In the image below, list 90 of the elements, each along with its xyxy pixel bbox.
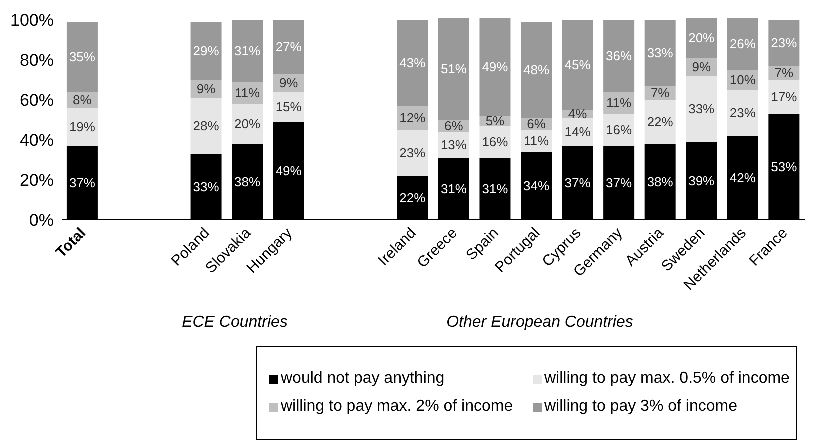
data-label: 31% bbox=[234, 44, 262, 59]
bar bbox=[686, 76, 718, 142]
data-label: 31% bbox=[440, 182, 468, 197]
y-tick-label: 60% bbox=[20, 91, 54, 110]
data-label: 35% bbox=[69, 50, 96, 65]
data-label: 48% bbox=[523, 62, 550, 78]
data-label: 33% bbox=[193, 180, 220, 195]
data-label: 11% bbox=[606, 96, 632, 111]
bar bbox=[397, 130, 428, 176]
bar bbox=[66, 108, 98, 146]
data-label: 23% bbox=[730, 106, 756, 121]
data-label: 23% bbox=[771, 36, 798, 51]
bar bbox=[644, 100, 676, 144]
data-label: 31% bbox=[482, 182, 509, 197]
data-label: 37% bbox=[606, 176, 633, 191]
data-label: 9% bbox=[279, 76, 299, 91]
data-label: 38% bbox=[647, 174, 674, 190]
legend-label: would not pay anything bbox=[281, 370, 445, 388]
text: Other European Countries bbox=[446, 314, 634, 332]
data-label: 37% bbox=[564, 176, 592, 191]
data-label: 9% bbox=[196, 82, 216, 97]
data-label: 49% bbox=[482, 60, 509, 75]
bar bbox=[273, 20, 304, 74]
data-label: 22% bbox=[400, 190, 426, 206]
data-label: 16% bbox=[482, 134, 509, 150]
data-label: 5% bbox=[486, 114, 506, 129]
legend-label: willing to pay max. 0.5% of income bbox=[544, 370, 790, 388]
data-label: 7% bbox=[650, 86, 670, 101]
y-tick-label: 40% bbox=[20, 131, 54, 150]
data-label: 14% bbox=[564, 124, 592, 140]
data-label: 20% bbox=[234, 116, 262, 132]
data-label: 6% bbox=[527, 116, 546, 132]
data-label: 17% bbox=[771, 90, 798, 105]
data-label: 20% bbox=[688, 30, 716, 46]
text: ECE Countries bbox=[181, 314, 289, 332]
bar bbox=[727, 90, 758, 136]
bar bbox=[438, 18, 470, 120]
bar bbox=[66, 22, 98, 92]
data-label: 13% bbox=[440, 138, 468, 153]
data-label: 27% bbox=[276, 40, 302, 55]
data-label: 38% bbox=[234, 174, 262, 190]
y-tick-label: 100% bbox=[10, 11, 54, 30]
y-tick-label: 80% bbox=[20, 51, 54, 70]
y-tick-label: 0% bbox=[29, 211, 54, 230]
data-label: 45% bbox=[564, 58, 592, 73]
data-label: 36% bbox=[606, 48, 633, 64]
bar bbox=[190, 98, 222, 154]
data-label: 12% bbox=[400, 110, 426, 126]
bar bbox=[644, 20, 676, 86]
data-label: 29% bbox=[193, 44, 220, 59]
bar bbox=[768, 20, 800, 66]
legend-label: willing to pay 3% of income bbox=[544, 398, 738, 416]
data-label: 16% bbox=[606, 122, 633, 138]
data-label: 53% bbox=[771, 160, 798, 175]
data-label: 33% bbox=[647, 46, 674, 61]
data-label: 4% bbox=[568, 106, 588, 122]
data-label: 23% bbox=[400, 146, 426, 161]
data-label: 49% bbox=[276, 164, 302, 179]
bar bbox=[232, 20, 264, 82]
data-label: 43% bbox=[400, 56, 426, 71]
bar bbox=[727, 18, 758, 70]
data-label: 11% bbox=[235, 86, 261, 101]
bar bbox=[686, 18, 718, 58]
bar bbox=[768, 80, 800, 114]
data-label: 22% bbox=[647, 114, 674, 130]
bar bbox=[480, 18, 511, 116]
data-label: 33% bbox=[688, 102, 716, 117]
data-label: 39% bbox=[688, 174, 716, 189]
data-label: 6% bbox=[444, 118, 464, 134]
bar bbox=[562, 20, 594, 110]
data-label: 8% bbox=[73, 92, 92, 108]
data-label: 51% bbox=[440, 62, 468, 77]
data-label: 26% bbox=[730, 36, 756, 52]
bar bbox=[397, 20, 428, 106]
data-label: 34% bbox=[523, 178, 550, 194]
data-label: 15% bbox=[276, 100, 302, 115]
data-label: 42% bbox=[730, 170, 756, 186]
data-label: 11% bbox=[524, 134, 550, 149]
data-label: 7% bbox=[774, 66, 794, 81]
y-tick-label: 20% bbox=[20, 171, 54, 190]
data-label: 37% bbox=[69, 176, 96, 191]
bar bbox=[604, 20, 635, 92]
bar bbox=[190, 22, 222, 80]
data-label: 10% bbox=[730, 72, 756, 88]
data-label: 28% bbox=[193, 118, 220, 134]
data-label: 19% bbox=[69, 120, 96, 135]
data-label: 9% bbox=[692, 60, 712, 75]
bar bbox=[521, 22, 552, 118]
legend-label: willing to pay max. 2% of income bbox=[281, 398, 514, 416]
bar bbox=[232, 104, 264, 144]
